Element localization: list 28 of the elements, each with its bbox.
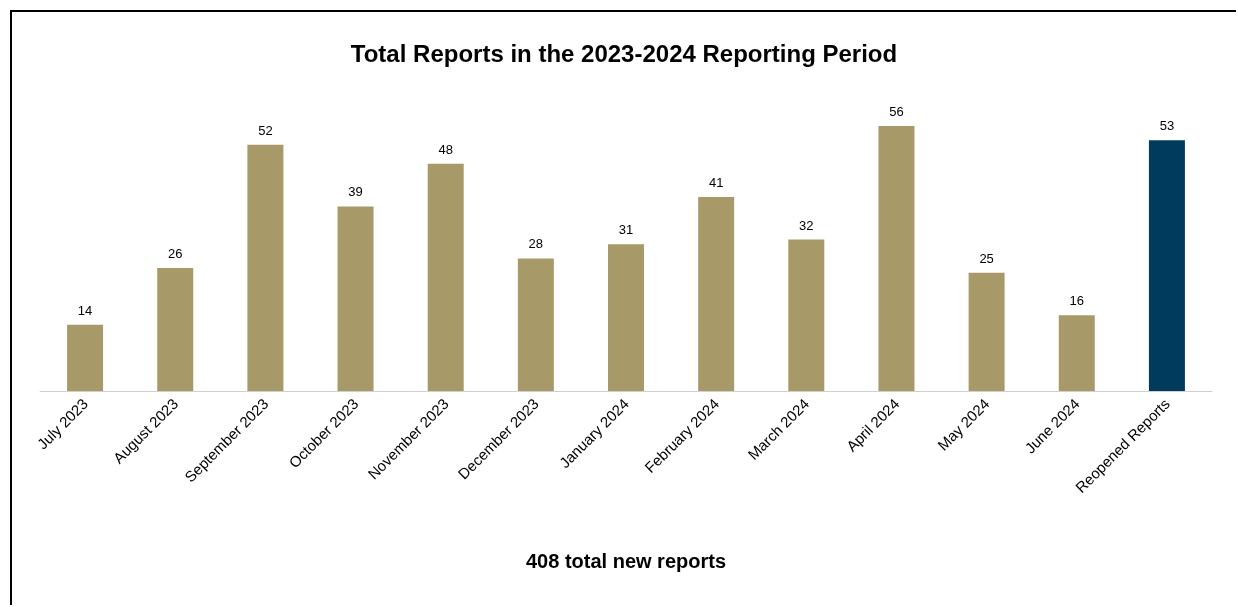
data-label: 39 [348, 184, 363, 200]
bar [698, 196, 735, 391]
bar [878, 125, 915, 391]
chart-title: Total Reports in the 2023-2024 Reporting Period [350, 39, 898, 67]
bar [1058, 315, 1095, 391]
bar [247, 144, 284, 391]
bar [67, 324, 104, 391]
data-label: 28 [528, 236, 544, 252]
data-label: 26 [168, 245, 183, 261]
bar [337, 206, 374, 391]
bar [157, 267, 194, 391]
data-label: 14 [77, 302, 93, 318]
data-label: 41 [708, 174, 724, 190]
data-label: 52 [258, 122, 273, 138]
data-label: 25 [979, 250, 994, 266]
data-label: 32 [799, 217, 814, 233]
bar [968, 272, 1005, 391]
bar [427, 163, 464, 391]
bar [1148, 140, 1185, 391]
bar [788, 239, 825, 391]
data-label: 48 [438, 141, 453, 157]
x-axis-title: 408 total new reports [525, 550, 727, 572]
data-label: 31 [618, 222, 634, 238]
data-label: 53 [1159, 118, 1175, 134]
data-label: 16 [1069, 293, 1084, 309]
bar [517, 258, 554, 391]
data-label: 56 [889, 103, 904, 119]
bar [608, 244, 644, 391]
